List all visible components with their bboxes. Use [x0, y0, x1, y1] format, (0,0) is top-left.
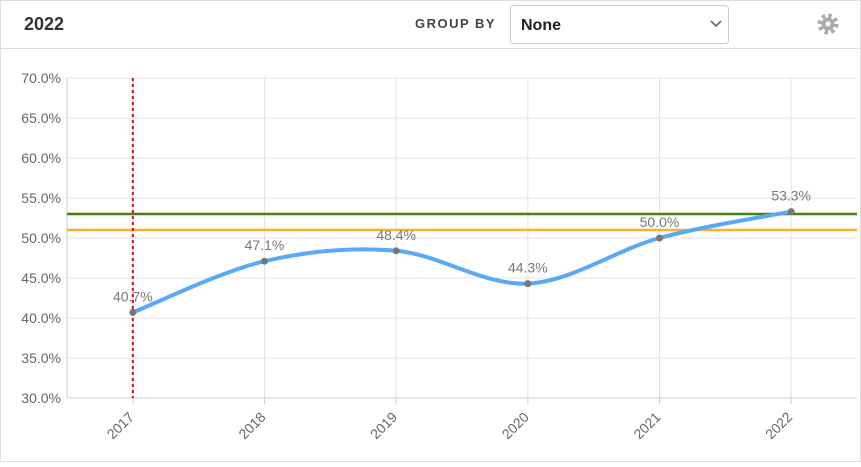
gear-hole: [825, 21, 831, 27]
y-tick-label: 55.0%: [21, 190, 61, 206]
group-by-label: GROUP BY: [415, 16, 496, 31]
data-label: 47.1%: [245, 237, 285, 253]
group-by-select[interactable]: None: [510, 5, 729, 44]
select-value: None: [521, 17, 561, 34]
data-label: 44.3%: [508, 260, 548, 276]
data-point: [656, 234, 663, 242]
data-label: 48.4%: [376, 227, 416, 243]
data-point: [392, 247, 400, 255]
y-tick-label: 65.0%: [21, 110, 61, 126]
line-series: [130, 209, 794, 315]
data-point: [524, 280, 532, 288]
gear-teeth: [817, 13, 839, 35]
y-tick-label: 50.0%: [21, 230, 61, 246]
data-label: 53.3%: [771, 188, 811, 204]
y-tick-label: 60.0%: [21, 150, 61, 166]
data-label: 50.0%: [640, 214, 680, 230]
data-label: 40.7%: [113, 288, 153, 304]
select-box[interactable]: [510, 5, 729, 44]
select-chevron: [710, 20, 722, 28]
y-tick-label: 35.0%: [21, 350, 61, 366]
settings-gear[interactable]: [817, 13, 839, 35]
data-point: [129, 308, 137, 316]
widget-title: 2022: [24, 14, 64, 34]
y-tick-label: 40.0%: [21, 310, 61, 326]
y-tick-label: 45.0%: [21, 270, 61, 286]
data-point: [787, 208, 795, 216]
y-tick-label: 70.0%: [21, 70, 61, 86]
data-point: [261, 257, 268, 265]
y-tick-label: 30.0%: [21, 390, 61, 406]
